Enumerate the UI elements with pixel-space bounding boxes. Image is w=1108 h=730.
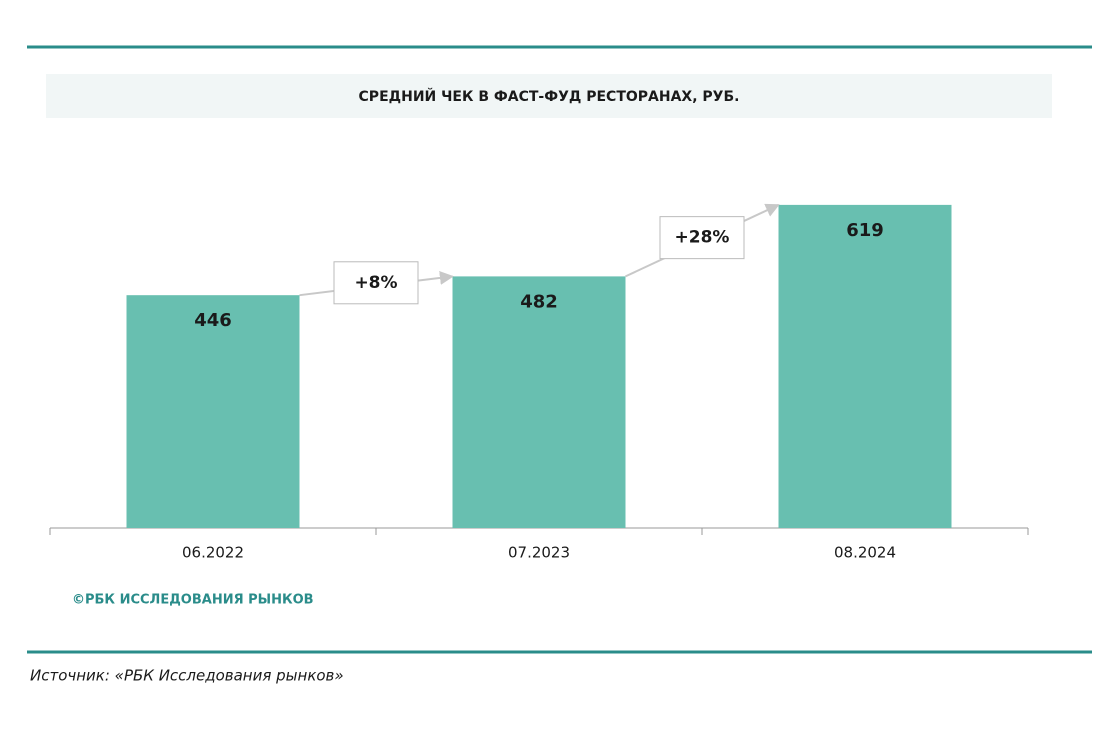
annotation: +28% [675,228,730,248]
bar [452,276,626,528]
x-tick-label: 06.2022 [182,544,244,562]
value-label: 482 [520,291,558,312]
title-box [46,74,1052,118]
x-tick-label: 07.2023 [508,544,570,562]
x-tick-label: 08.2024 [834,544,896,562]
value-label: 619 [846,220,884,241]
value-label: 446 [194,310,232,331]
bar [778,204,952,528]
annotation: +8% [354,273,397,293]
source: Источник: «РБК Исследования рынков» [30,667,344,685]
bar [126,295,300,528]
watermark: ©РБК ИССЛЕДОВАНИЯ РЫНКОВ [72,593,314,608]
annotation-box [659,216,745,260]
chart-title: СРЕДНИЙ ЧЕК В ФАСТ-ФУД РЕСТОРАНАХ, РУБ. [359,88,740,105]
annotation-box [333,261,419,305]
